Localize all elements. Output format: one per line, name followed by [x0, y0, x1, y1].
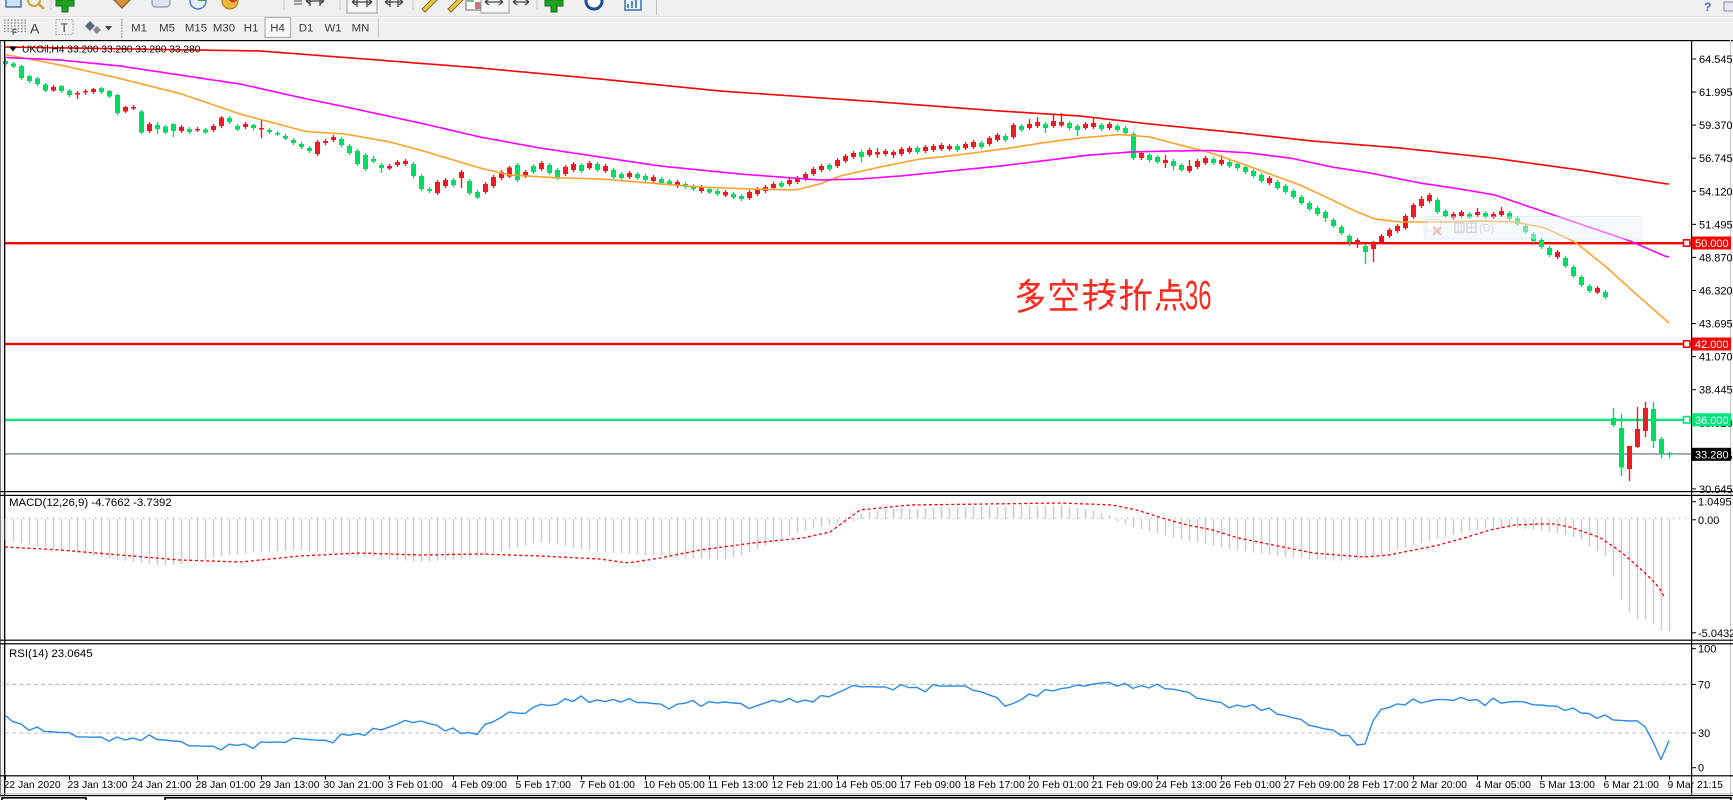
- svg-text:36: 36: [1185, 274, 1211, 319]
- svg-text:5 Feb 17:00: 5 Feb 17:00: [516, 780, 572, 791]
- svg-text:51.495: 51.495: [1699, 219, 1733, 231]
- svg-text:4 Feb 09:00: 4 Feb 09:00: [452, 780, 508, 791]
- svg-text:30 Jan 21:00: 30 Jan 21:00: [324, 780, 384, 791]
- svg-text:-5.0432: -5.0432: [1698, 628, 1733, 640]
- svg-text:12 Feb 21:00: 12 Feb 21:00: [772, 780, 833, 791]
- svg-text:54.120: 54.120: [1699, 186, 1733, 198]
- svg-text:W1: W1: [324, 23, 341, 35]
- svg-text:6 Mar 21:00: 6 Mar 21:00: [1604, 780, 1660, 791]
- svg-text:2 Mar 20:00: 2 Mar 20:00: [1412, 780, 1468, 791]
- svg-text:10 Feb 05:00: 10 Feb 05:00: [644, 780, 705, 791]
- svg-text:24 Feb 13:00: 24 Feb 13:00: [1156, 780, 1217, 791]
- svg-text:28 Jan 01:00: 28 Jan 01:00: [196, 780, 256, 791]
- svg-text:61.995: 61.995: [1699, 87, 1733, 99]
- svg-text:H4: H4: [270, 23, 285, 35]
- svg-text:20 Feb 01:00: 20 Feb 01:00: [1028, 780, 1089, 791]
- svg-text:27 Feb 09:00: 27 Feb 09:00: [1284, 780, 1345, 791]
- svg-text:70: 70: [1698, 679, 1710, 691]
- svg-text:23 Jan 13:00: 23 Jan 13:00: [68, 780, 128, 791]
- svg-text:F: F: [12, 28, 17, 37]
- svg-text:M5: M5: [159, 23, 175, 35]
- svg-text:UKOil,H4 33.200 33.280 33.280: UKOil,H4 33.200 33.280 33.280 33.280: [22, 45, 201, 56]
- svg-text:M1: M1: [131, 23, 147, 35]
- svg-text:M15: M15: [185, 23, 207, 35]
- svg-text:46.320: 46.320: [1699, 285, 1733, 297]
- svg-text:0: 0: [1698, 763, 1704, 775]
- svg-text:59.370: 59.370: [1699, 120, 1733, 132]
- svg-text:9 Mar 21:15: 9 Mar 21:15: [1668, 780, 1724, 791]
- svg-text:48.870: 48.870: [1699, 252, 1733, 264]
- svg-text:7 Feb 01:00: 7 Feb 01:00: [580, 780, 636, 791]
- svg-text:3 Feb 01:00: 3 Feb 01:00: [388, 780, 444, 791]
- svg-text:38.445: 38.445: [1699, 385, 1733, 397]
- svg-text:H1: H1: [244, 23, 259, 35]
- svg-text:14 Feb 05:00: 14 Feb 05:00: [836, 780, 897, 791]
- svg-text:A: A: [30, 21, 40, 37]
- svg-text:4 Mar 05:00: 4 Mar 05:00: [1476, 780, 1532, 791]
- svg-text:?: ?: [1704, 0, 1711, 14]
- svg-text:D1: D1: [299, 23, 314, 35]
- svg-text:56.745: 56.745: [1699, 153, 1733, 165]
- svg-text:28 Feb 17:00: 28 Feb 17:00: [1348, 780, 1409, 791]
- svg-text:5 Mar 13:00: 5 Mar 13:00: [1540, 780, 1596, 791]
- svg-text:26 Feb 01:00: 26 Feb 01:00: [1220, 780, 1281, 791]
- svg-text:MACD(12,26,9) -4.7662 -3.7392: MACD(12,26,9) -4.7662 -3.7392: [9, 497, 172, 509]
- svg-text:11 Feb 13:00: 11 Feb 13:00: [708, 780, 769, 791]
- svg-text:M30: M30: [213, 23, 235, 35]
- svg-text:0.00: 0.00: [1698, 515, 1719, 527]
- svg-text:21 Feb 09:00: 21 Feb 09:00: [1092, 780, 1153, 791]
- svg-text:30: 30: [1698, 728, 1710, 740]
- svg-text:29 Jan 13:00: 29 Jan 13:00: [260, 780, 320, 791]
- svg-text:33.280: 33.280: [1695, 449, 1729, 461]
- svg-text:24 Jan 21:00: 24 Jan 21:00: [132, 780, 192, 791]
- svg-text:41.070: 41.070: [1699, 352, 1733, 364]
- svg-text:T: T: [61, 21, 69, 35]
- svg-text:22 Jan 2020: 22 Jan 2020: [4, 780, 61, 791]
- svg-text:42.000: 42.000: [1695, 339, 1729, 351]
- svg-text:100: 100: [1698, 644, 1716, 656]
- svg-text:30.645: 30.645: [1699, 484, 1733, 496]
- svg-text:43.695: 43.695: [1699, 319, 1733, 331]
- svg-text:64.545: 64.545: [1699, 54, 1733, 66]
- svg-text:50.000: 50.000: [1695, 238, 1729, 250]
- svg-text:17 Feb 09:00: 17 Feb 09:00: [900, 780, 961, 791]
- svg-text:RSI(14) 23.0645: RSI(14) 23.0645: [9, 648, 93, 660]
- svg-text:MN: MN: [352, 23, 370, 35]
- svg-text:18 Feb 17:00: 18 Feb 17:00: [964, 780, 1025, 791]
- svg-text:1.0495: 1.0495: [1698, 497, 1732, 509]
- svg-text:36.000: 36.000: [1695, 415, 1729, 427]
- svg-text:(D): (D): [1479, 223, 1494, 235]
